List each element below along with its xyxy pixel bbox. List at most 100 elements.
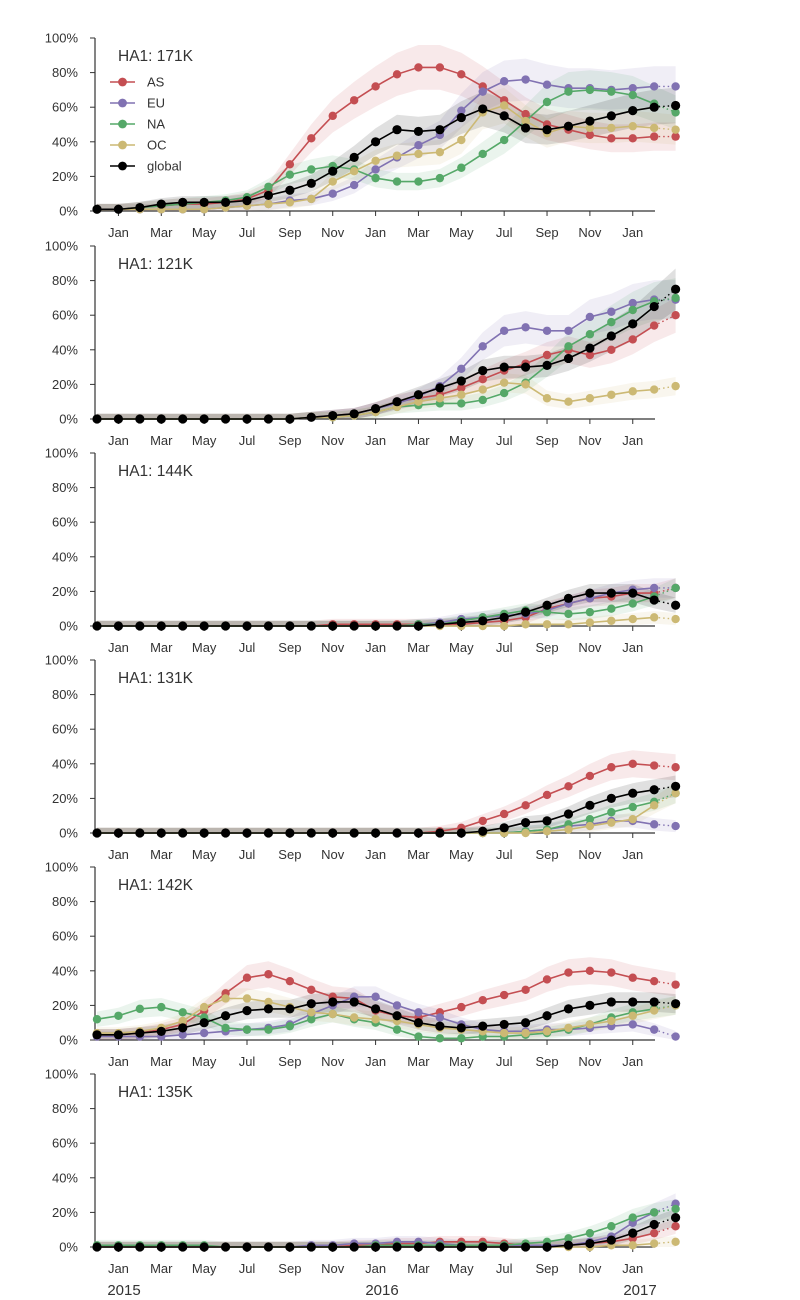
x-tick-label: Mar [150, 225, 173, 240]
point-OC [607, 818, 616, 827]
point-global [628, 106, 638, 116]
legend: AS EU NA OC global [110, 75, 182, 174]
point-global [220, 621, 231, 631]
y-tick-label: 40% [52, 1170, 78, 1185]
y-tick-label: 60% [52, 722, 78, 737]
x-tick-label: Jan [365, 1261, 386, 1276]
point-OC [671, 1237, 680, 1247]
band-global [97, 1208, 676, 1247]
point-global [370, 404, 381, 414]
point-global [435, 619, 445, 629]
point-NA [435, 173, 445, 183]
point-NA [285, 1021, 295, 1031]
point-NA [392, 177, 402, 186]
point-global [585, 800, 595, 810]
y-tick-label: 60% [52, 100, 78, 115]
point-global [413, 621, 424, 631]
band-EU [97, 814, 676, 833]
point-global [649, 102, 659, 112]
point-OC [585, 1020, 595, 1029]
point-AS [607, 345, 616, 354]
x-tick-label: Jan [365, 640, 386, 655]
point-global [285, 185, 295, 195]
point-global [413, 1242, 424, 1252]
point-AS [392, 70, 402, 79]
point-global [328, 828, 338, 838]
point-global [606, 1235, 616, 1245]
point-global [628, 319, 638, 329]
point-global [263, 414, 274, 424]
point-AS [285, 976, 295, 986]
x-tick-label: Mar [150, 1261, 173, 1276]
point-OC [414, 397, 423, 406]
x-tick-label: Nov [578, 847, 602, 862]
point-global [392, 125, 402, 135]
x-tick-label: Jan [108, 640, 129, 655]
point-OC [542, 394, 552, 403]
band-AS [97, 297, 676, 419]
point-global [671, 1212, 681, 1223]
point-EU [628, 83, 637, 93]
point-NA [221, 1023, 230, 1033]
point-AS [585, 966, 595, 975]
point-NA [285, 170, 295, 179]
point-OC [671, 125, 680, 134]
point-OC [628, 814, 637, 824]
x-tick-label: May [449, 225, 474, 240]
point-global [199, 1018, 209, 1028]
x-tick-label: Nov [578, 1261, 602, 1276]
point-global [478, 826, 488, 836]
point-OC [585, 821, 595, 831]
x-tick-label: Mar [407, 433, 430, 448]
y-tick-label: 0% [59, 826, 78, 841]
point-OC [392, 151, 402, 160]
x-tick-label: May [192, 847, 217, 862]
point-global [563, 353, 574, 364]
point-global [349, 828, 359, 838]
y-tick-label: 60% [52, 929, 78, 944]
point-global [92, 621, 102, 631]
point-global [649, 1219, 659, 1230]
point-OC [649, 385, 659, 394]
point-EU [521, 75, 530, 84]
point-AS [628, 134, 637, 143]
point-global [92, 204, 102, 214]
point-NA [414, 1032, 423, 1041]
point-AS [521, 109, 530, 119]
point-NA [564, 1234, 573, 1243]
point-EU [649, 583, 659, 593]
panel-5: 0% 20% 40% 60% 80% 100% Jan Mar May Jul Sep Nov Jan M… [45, 860, 681, 1069]
legend-marker-EU [118, 98, 127, 108]
x-tick-label: Nov [321, 433, 345, 448]
point-OC [349, 1013, 359, 1022]
point-global [542, 125, 552, 135]
point-global [563, 593, 574, 603]
point-NA [607, 1222, 616, 1231]
point-global [199, 621, 209, 631]
y-tick-label: 60% [52, 308, 78, 323]
point-EU [199, 1028, 209, 1038]
point-NA [628, 1213, 637, 1222]
point-OC [264, 997, 273, 1007]
y-tick-label: 80% [52, 65, 78, 80]
point-global [242, 1242, 252, 1252]
point-OC [371, 156, 380, 166]
point-global [542, 1242, 552, 1252]
x-tick-label: Sep [278, 1054, 301, 1069]
point-AS [328, 111, 337, 121]
point-EU [607, 307, 616, 316]
point-NA [478, 149, 487, 159]
point-global [563, 809, 574, 819]
y-tick-label: 80% [52, 273, 78, 288]
point-global [263, 1004, 274, 1014]
point-AS [349, 96, 359, 105]
point-EU [628, 298, 637, 308]
x-tick-label: Mar [150, 640, 173, 655]
point-global [349, 621, 359, 631]
x-tick-label: Mar [407, 640, 430, 655]
point-global [392, 621, 402, 631]
point-global [242, 196, 252, 206]
point-global [328, 621, 338, 631]
point-global [242, 1005, 252, 1016]
point-OC [371, 1015, 380, 1024]
